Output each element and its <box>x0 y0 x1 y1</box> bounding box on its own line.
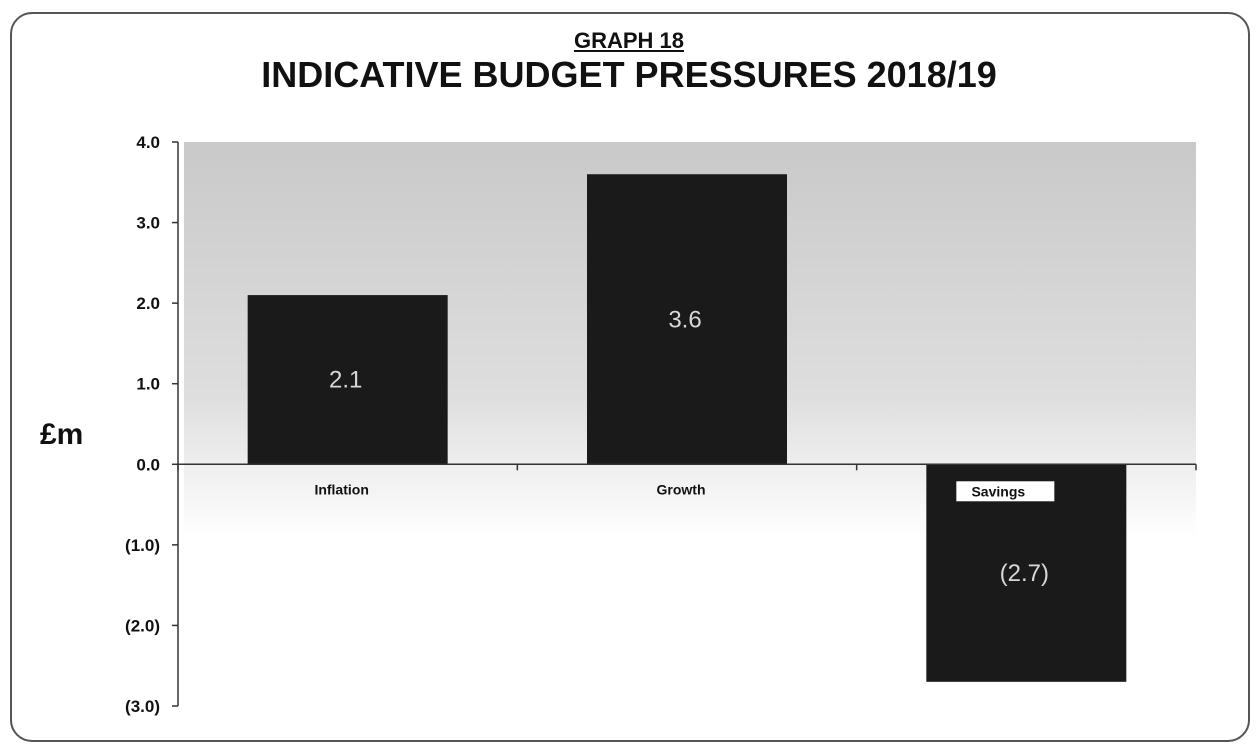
y-tick-label: (3.0) <box>125 697 160 716</box>
y-tick-label: 0.0 <box>136 455 160 474</box>
category-label: Inflation <box>314 481 368 497</box>
y-axis: 4.0 3.0 2.0 1.0 0.0 (1.0) (2.0) (3.0) <box>125 133 179 716</box>
y-tick-label: (1.0) <box>125 536 160 555</box>
data-labels: 2.1 3.6 (2.7) <box>329 306 1049 587</box>
data-label: 3.6 <box>668 306 701 333</box>
data-label: 2.1 <box>329 367 362 394</box>
graph-number: GRAPH 18 <box>573 28 685 53</box>
data-label: (2.7) <box>1000 560 1049 587</box>
category-label-bg <box>956 481 1055 502</box>
y-tick-label: 3.0 <box>136 214 160 233</box>
category-label: Savings <box>971 483 1025 499</box>
y-tick-label: 4.0 <box>136 133 160 152</box>
y-tick-label: 2.0 <box>136 294 160 313</box>
x-axis-ticks <box>177 464 1197 471</box>
chart-title: INDICATIVE BUDGET PRESSURES 2018/19 <box>261 54 997 95</box>
category-labels: Inflation Growth Savings <box>314 481 1055 502</box>
bar-inflation <box>247 295 448 465</box>
category-label: Growth <box>657 481 706 497</box>
bar-growth <box>587 174 787 465</box>
y-tick-label: (2.0) <box>125 616 160 635</box>
y-tick-label: 1.0 <box>136 375 160 394</box>
y-axis-label: £m <box>40 418 84 451</box>
